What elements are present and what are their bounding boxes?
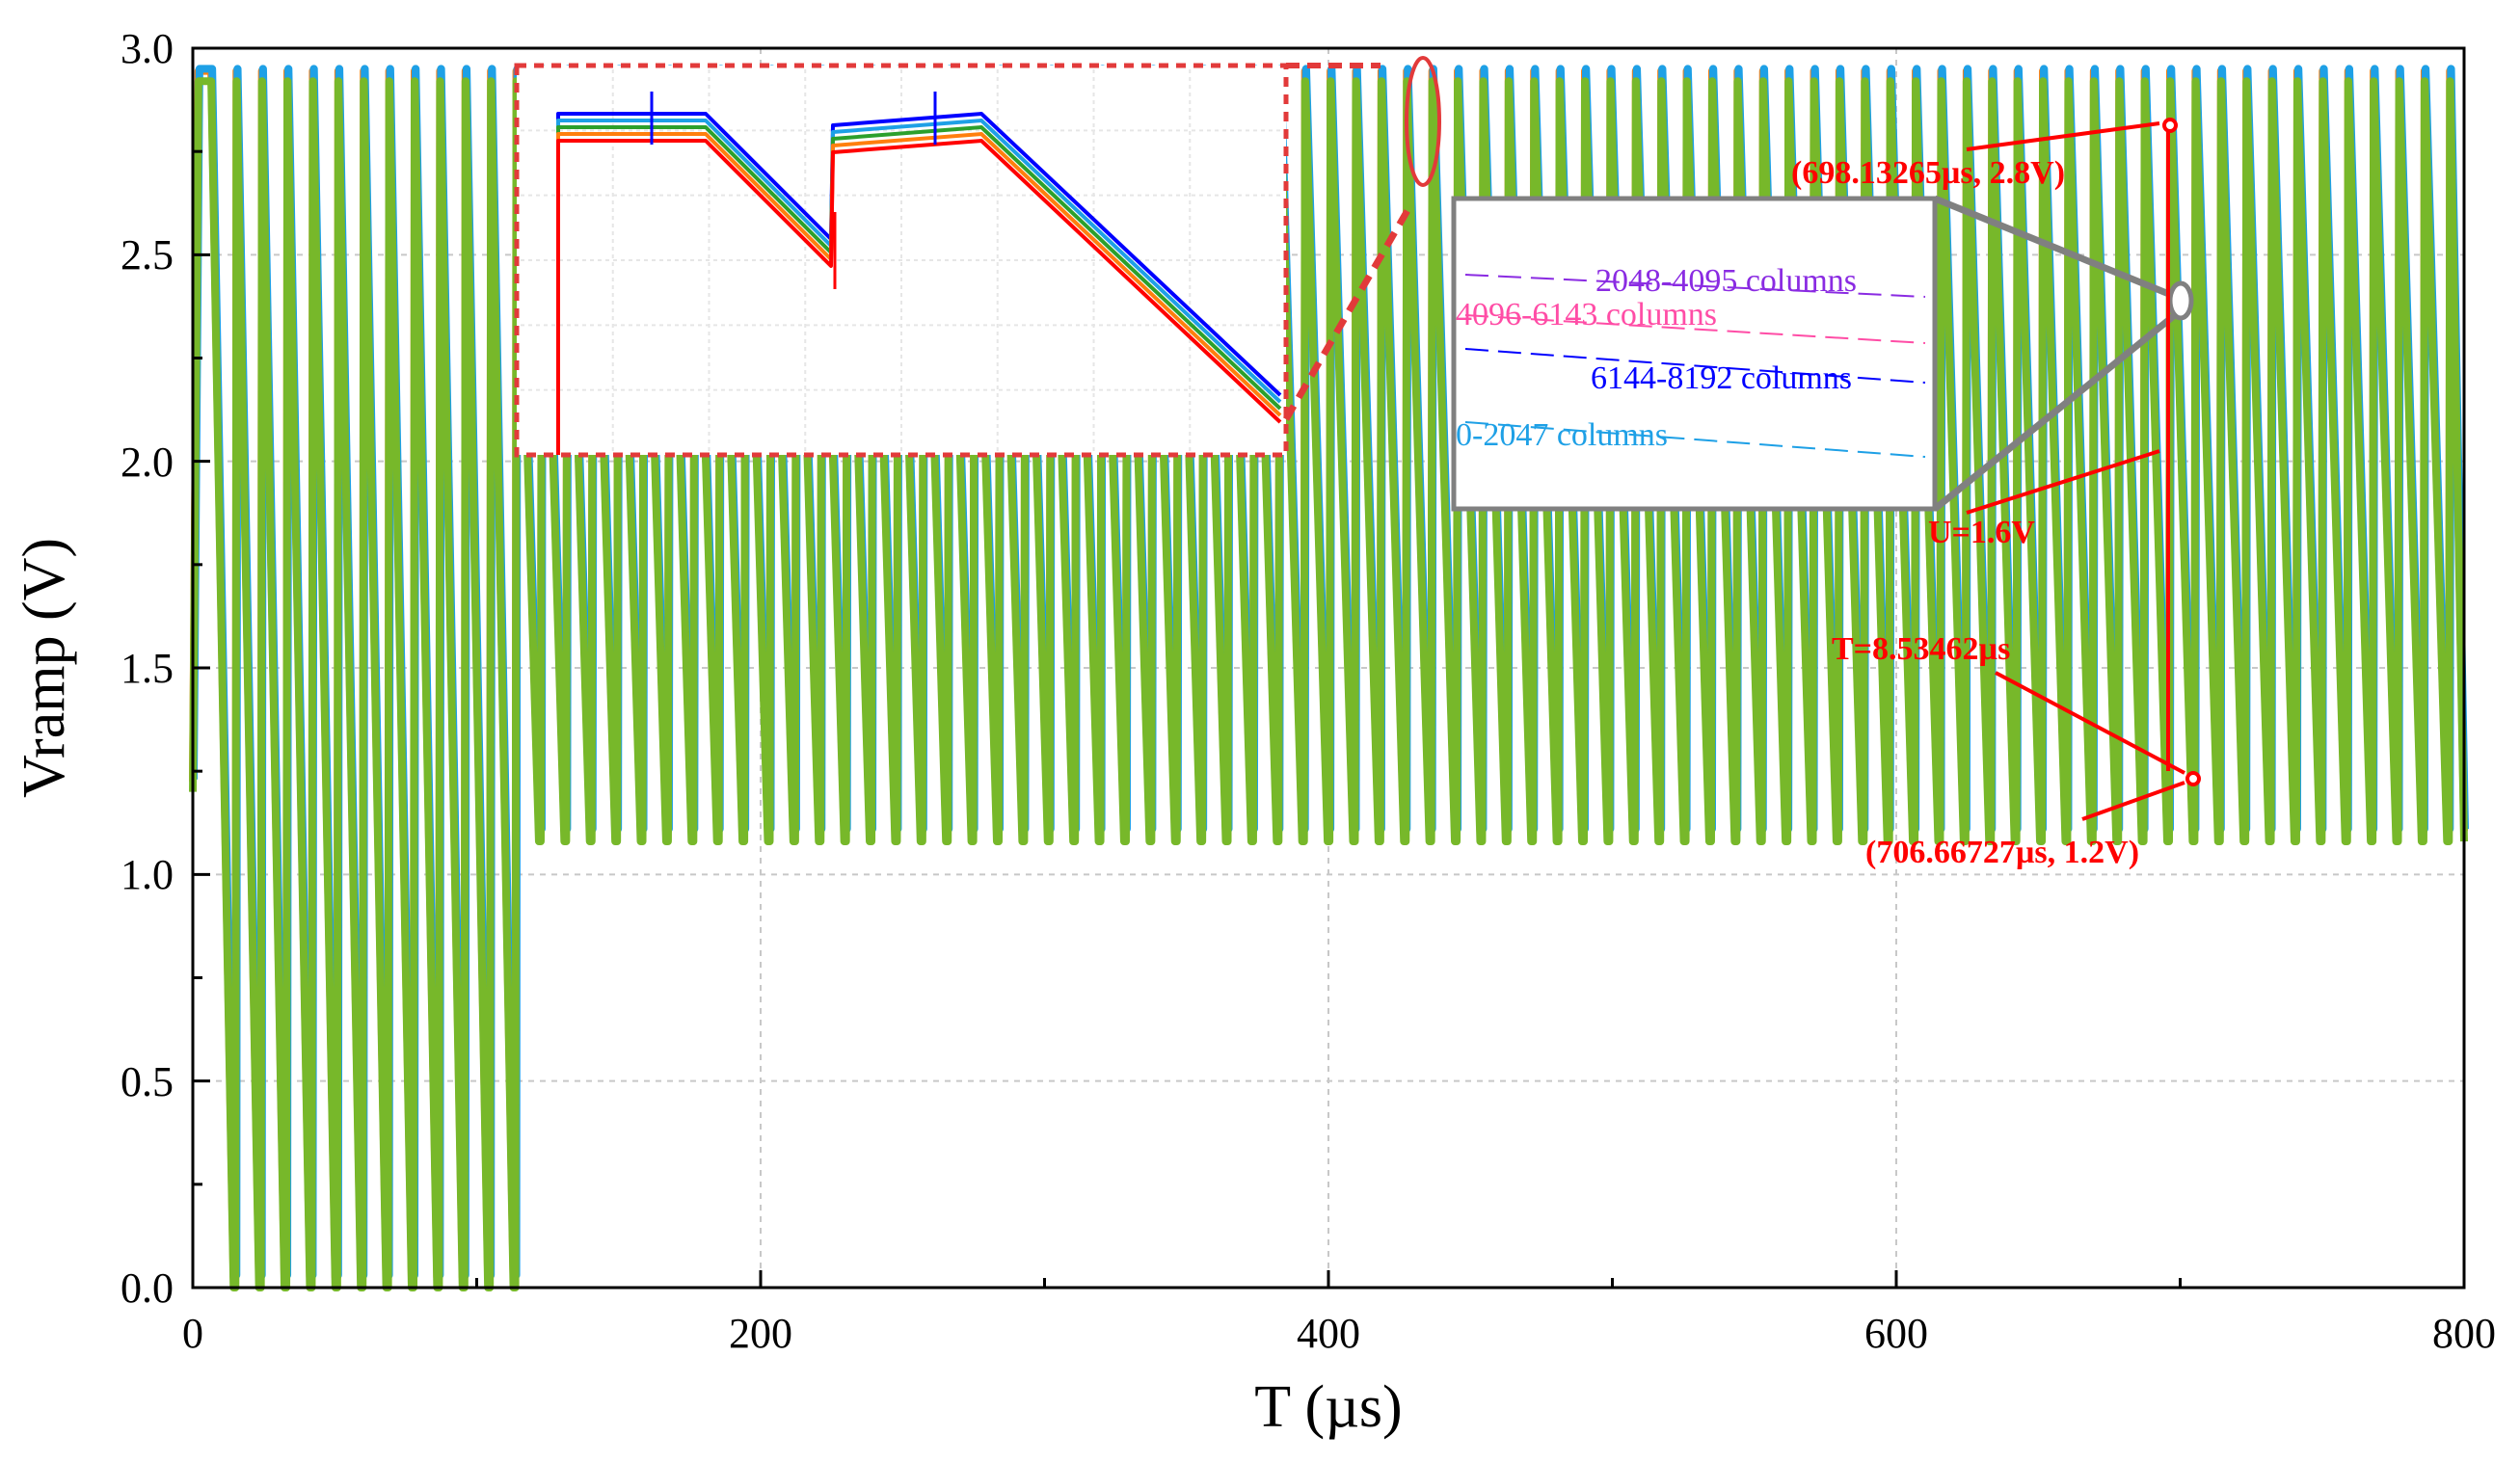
x-tick-labels: 0 200 400 600 800 — [182, 1310, 2496, 1357]
legend-line-0 — [1464, 421, 1926, 458]
legend-callout-line-top — [1933, 195, 2183, 303]
x-tick-label: 600 — [1864, 1310, 1928, 1357]
annot-arrow-u — [1966, 449, 2160, 515]
legend: 2048-4095 columns 4096-6143 columns 6144… — [1451, 195, 2194, 512]
zoom-source-ellipse — [1405, 56, 1441, 187]
legend-box — [1451, 196, 1938, 512]
legend-label-4096: 4096-6143 columns — [1456, 297, 1717, 332]
y-tick-label: 2.0 — [121, 439, 174, 486]
annot-point-low-label: (706.66727µs, 1.2V) — [1865, 835, 2139, 870]
y-axis-title: Vramp (V) — [12, 538, 77, 798]
legend-callout-line-bottom — [1932, 307, 2184, 512]
legend-label-2048: 2048-4095 columns — [1595, 263, 1857, 299]
annot-point-high-marker — [2162, 118, 2178, 133]
x-axis-title: T (µs) — [1254, 1374, 1402, 1440]
x-tick-label: 200 — [729, 1310, 792, 1357]
y-tick-label: 0.5 — [121, 1058, 174, 1105]
annot-amplitude-label: U=1.6V — [1928, 515, 2035, 550]
ramp-waveform — [189, 65, 2469, 1291]
annot-point-high-label: (698.13265µs, 2.8V) — [1791, 155, 2065, 191]
x-tick-label: 0 — [182, 1310, 203, 1357]
annotations: (698.13265µs, 2.8V) U=1.6V T=8.53462µs (… — [1791, 118, 2201, 870]
y-tick-label: 1.0 — [121, 851, 174, 898]
zoom-connector-diag — [1282, 205, 1413, 421]
y-tick-label: 2.5 — [121, 231, 174, 279]
inset-series-line — [556, 139, 1282, 455]
annot-point-low-marker — [2185, 771, 2201, 786]
inset-waveforms — [556, 92, 1282, 455]
annot-period-label: T=8.53462µs — [1832, 631, 2010, 667]
zoom-inset — [514, 63, 1289, 458]
y-tick-label: 1.5 — [121, 645, 174, 692]
x-tick-label: 400 — [1297, 1310, 1360, 1357]
x-tick-label: 800 — [2432, 1310, 2496, 1357]
annot-arrow-t — [1995, 671, 2185, 775]
annot-arrow-low — [2081, 781, 2185, 821]
series-line-combined — [189, 77, 2468, 1291]
legend-label-0: 0-2047 columns — [1456, 417, 1668, 453]
legend-label-6144: 6144-8192 columns — [1591, 360, 1852, 396]
y-tick-label: 3.0 — [121, 25, 174, 72]
legend-line-4096 — [1464, 314, 1926, 344]
axis-ticks — [191, 46, 2466, 1290]
legend-line-6144 — [1464, 348, 1926, 384]
legend-target-ellipse — [2167, 280, 2194, 321]
legend-line-2048 — [1464, 274, 1926, 298]
annot-arrow-high — [1966, 121, 2160, 151]
y-tick-label: 0.0 — [121, 1264, 174, 1312]
y-tick-labels: 0.0 0.5 1.0 1.5 2.0 2.5 3.0 — [121, 25, 174, 1312]
